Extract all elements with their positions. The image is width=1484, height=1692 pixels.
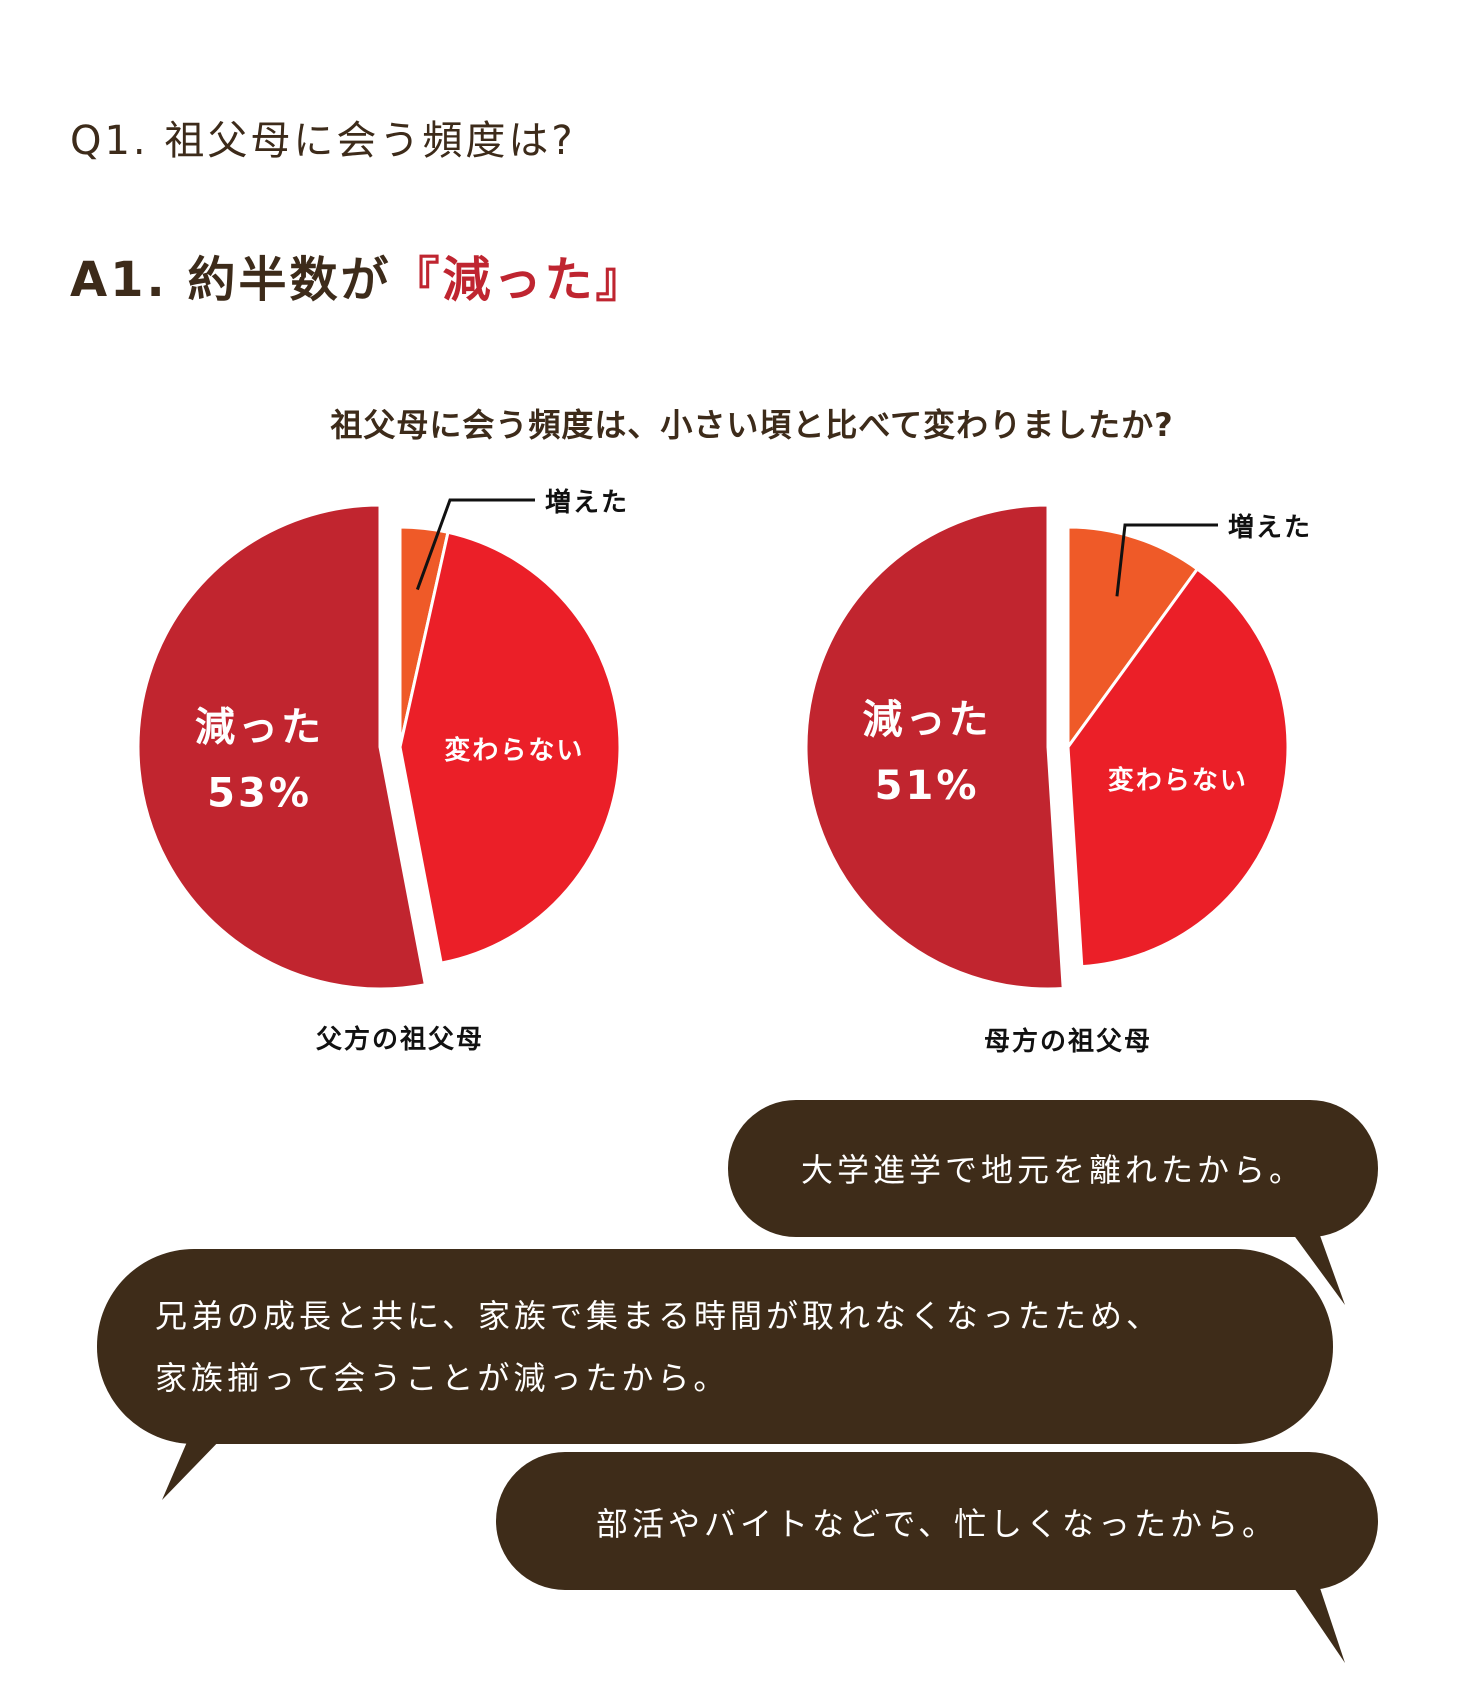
pie-caption-2: 母方の祖父母 xyxy=(984,1026,1152,1057)
question-heading: Q1. 祖父母に会う頻度は? xyxy=(70,118,576,164)
slice-label-increased-2: 増えた xyxy=(1228,513,1312,543)
bubble-2-line-1: 兄弟の成長と共に、家族で集まる時間が取れなくなったため、 xyxy=(155,1297,1162,1335)
pie-slice-1-3 xyxy=(136,503,427,991)
speech-bubble-2: 兄弟の成長と共に、家族で集まる時間が取れなくなったため、 家族揃って会うことが減… xyxy=(97,1249,1333,1500)
bubble-1-line-1: 大学進学で地元を離れたから。 xyxy=(801,1151,1305,1189)
slice-percent-decreased-2: 51% xyxy=(875,763,980,809)
slice-label-decreased-2: 減った xyxy=(863,697,992,743)
pie-caption-1: 父方の祖父母 xyxy=(316,1024,484,1055)
speech-bubble-1: 大学進学で地元を離れたから。 xyxy=(728,1100,1378,1305)
slice-label-unchanged-2: 変わらない xyxy=(1108,765,1248,796)
chart-title: 祖父母に会う頻度は、小さい頃と比べて変わりましたか? xyxy=(330,406,1174,444)
answer-prefix: A1. 約半数が xyxy=(70,252,392,308)
pie-slice-2-3 xyxy=(804,503,1065,991)
slice-percent-decreased-1: 53% xyxy=(207,770,312,816)
answer-highlight: 『減った』 xyxy=(391,252,647,308)
callout-line-1 xyxy=(415,498,535,591)
speech-bubble-3: 部活やバイトなどで、忙しくなったから。 xyxy=(496,1452,1378,1663)
bubble-3-line-1: 部活やバイトなどで、忙しくなったから。 xyxy=(596,1505,1278,1543)
slice-label-unchanged-1: 変わらない xyxy=(444,735,584,766)
callout-line-2 xyxy=(1115,523,1218,597)
slice-label-increased-1: 増えた xyxy=(545,488,629,518)
slice-label-decreased-1: 減った xyxy=(195,704,324,750)
bubble-2-line-2: 家族揃って会うことが減ったから。 xyxy=(155,1359,729,1397)
answer-heading: A1. 約半数が『減った』 xyxy=(70,240,647,310)
pie-slice-2-2 xyxy=(1066,567,1290,969)
pie-slice-1-2 xyxy=(398,530,622,965)
pie-slice-2-1 xyxy=(1066,525,1199,749)
